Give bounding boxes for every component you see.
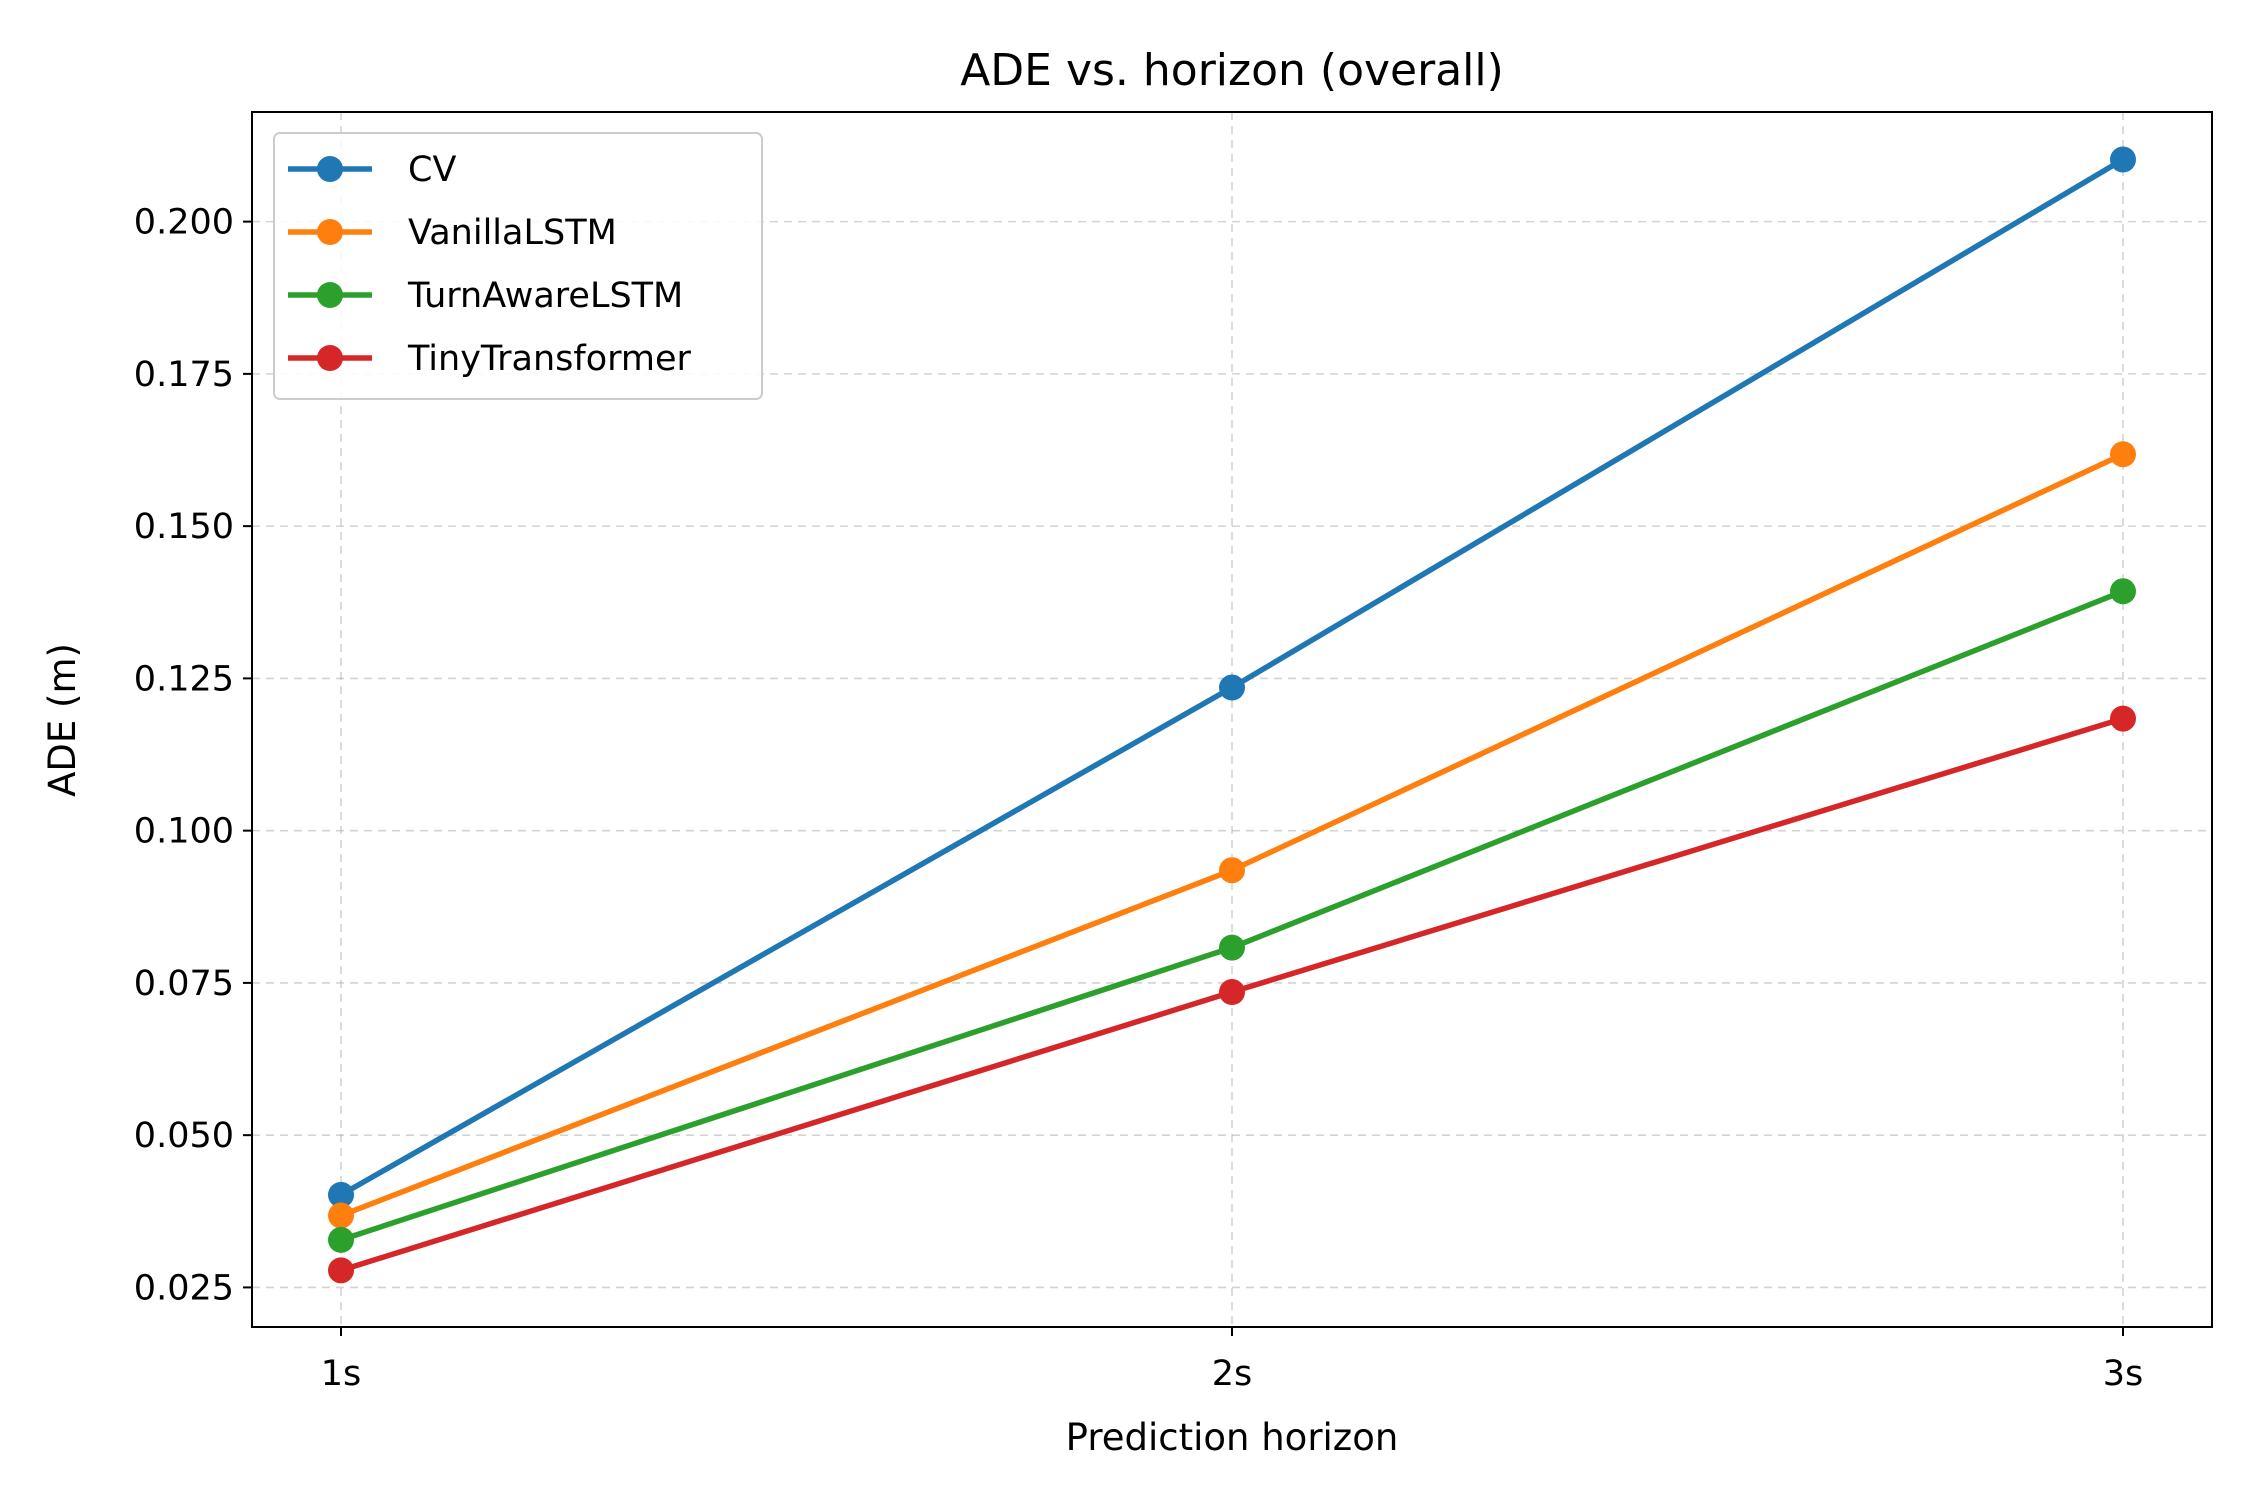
- y-tick-label: 0.200: [134, 203, 234, 243]
- legend-swatch-marker: [317, 345, 343, 371]
- y-tick-label: 0.100: [134, 812, 234, 852]
- data-point: [328, 1226, 354, 1253]
- legend: CV VanillaLSTM TurnAwareLSTM TinyTransforme…: [273, 132, 763, 400]
- series-layer: [328, 146, 2136, 1284]
- data-point: [2110, 578, 2136, 605]
- legend-item: TurnAwareLSTM: [288, 276, 683, 316]
- x-tick-label: 1s: [321, 1354, 362, 1394]
- legend-item: CV: [288, 150, 456, 190]
- series-line: [337, 450, 2127, 1220]
- data-point: [328, 1181, 354, 1208]
- data-point: [2110, 441, 2136, 468]
- legend-item: TinyTransformer: [288, 339, 692, 379]
- legend-label: VanillaLSTM: [408, 213, 617, 253]
- y-tick-label: 0.150: [134, 507, 234, 547]
- series-cv: [328, 146, 2136, 1208]
- legend-label: TinyTransformer: [407, 339, 692, 379]
- data-point: [1219, 857, 1245, 884]
- y-tick-label: 0.075: [134, 964, 234, 1004]
- x-axis-label: Prediction horizon: [1066, 1416, 1399, 1459]
- y-tick-label: 0.125: [134, 659, 234, 699]
- legend-swatch-marker: [317, 156, 343, 182]
- data-point: [1219, 674, 1245, 701]
- series-vanillalstm: [328, 441, 2136, 1229]
- data-point: [328, 1202, 354, 1229]
- series-tinytransformer: [328, 705, 2136, 1284]
- data-point: [2110, 146, 2136, 173]
- series-turnawarelstm: [328, 578, 2136, 1253]
- y-axis-label: ADE (m): [41, 643, 84, 797]
- y-tick-label: 0.050: [134, 1116, 234, 1156]
- y-tick-label: 0.025: [134, 1268, 234, 1308]
- data-point: [1219, 934, 1245, 961]
- data-point: [328, 1257, 354, 1284]
- legend-label: CV: [408, 150, 456, 190]
- legend-label: TurnAwareLSTM: [407, 276, 683, 316]
- x-tick-label: 2s: [1212, 1354, 1253, 1394]
- legend-item: VanillaLSTM: [288, 213, 617, 253]
- x-tick-label: 3s: [2103, 1354, 2144, 1394]
- data-point: [2110, 705, 2136, 732]
- legend-frame: [273, 132, 763, 400]
- chart-title: ADE vs. horizon (overall): [960, 45, 1504, 96]
- ticks-layer: 0.025 0.050 0.075 0.100 0.125 0.150 0.175 0.200…: [134, 203, 2143, 1394]
- legend-swatch-marker: [317, 219, 343, 245]
- legend-swatch-marker: [317, 282, 343, 308]
- data-point: [1219, 979, 1245, 1006]
- y-tick-label: 0.175: [134, 355, 234, 395]
